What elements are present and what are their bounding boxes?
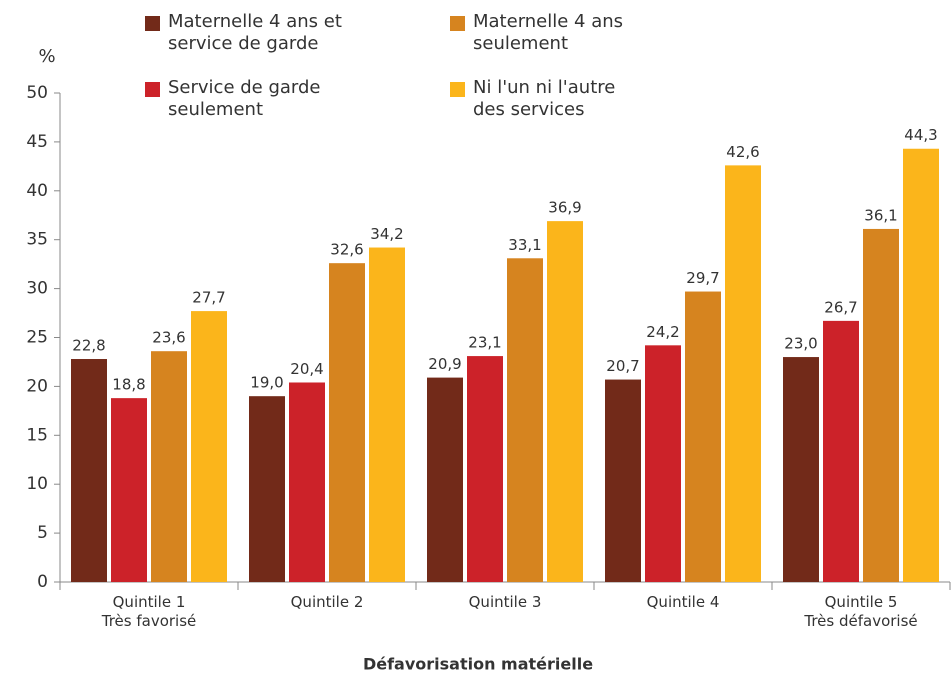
x-tick-label: Quintile 5 Très défavorisé (804, 593, 918, 630)
bar (783, 357, 819, 582)
value-label: 42,6 (726, 143, 759, 161)
value-label: 23,1 (468, 334, 501, 352)
bar (329, 263, 365, 582)
bar (151, 351, 187, 582)
legend-label: Service de garde seulement (168, 77, 321, 120)
x-tick-label: Quintile 4 (646, 593, 720, 611)
bar (289, 382, 325, 582)
value-label: 26,7 (824, 298, 857, 316)
value-label: 20,7 (606, 357, 639, 375)
y-axis-label: % (38, 46, 55, 67)
bar (249, 396, 285, 582)
y-tick-label: 40 (26, 181, 48, 201)
value-label: 33,1 (508, 236, 541, 254)
bar (685, 291, 721, 582)
bar (71, 359, 107, 582)
value-label: 34,2 (370, 225, 403, 243)
y-tick-label: 25 (26, 328, 48, 348)
value-label: 22,8 (72, 337, 105, 355)
value-label: 29,7 (686, 269, 719, 287)
x-tick-label: Quintile 2 (290, 593, 364, 611)
value-label: 20,4 (290, 360, 323, 378)
bar (467, 356, 503, 582)
value-label: 18,8 (112, 376, 145, 394)
value-label: 36,1 (864, 206, 897, 224)
legend-label: Maternelle 4 ans et service de garde (168, 11, 342, 54)
value-label: 19,0 (250, 374, 283, 392)
y-tick-label: 10 (26, 474, 48, 494)
legend-label: Maternelle 4 ans seulement (473, 11, 624, 54)
y-tick-label: 30 (26, 279, 48, 299)
y-tick-label: 35 (26, 230, 48, 250)
value-label: 23,6 (152, 329, 185, 347)
x-axis-label: Défavorisation matérielle (363, 655, 593, 674)
y-tick-label: 5 (37, 523, 48, 543)
value-label: 27,7 (192, 289, 225, 307)
bar (427, 377, 463, 582)
bar (863, 228, 899, 582)
y-tick-label: 50 (26, 83, 48, 103)
bar (547, 221, 583, 583)
bar (507, 258, 543, 582)
legend-swatch (450, 82, 465, 97)
bar (111, 398, 147, 582)
y-tick-label: 45 (26, 132, 48, 152)
legend-swatch (450, 16, 465, 31)
y-tick-label: 0 (37, 572, 48, 592)
value-label: 20,9 (428, 355, 461, 373)
bar (369, 247, 405, 583)
bar (191, 311, 227, 582)
value-label: 23,0 (784, 335, 817, 353)
legend-swatch (145, 82, 160, 97)
bar (605, 379, 641, 582)
bar (903, 148, 939, 582)
y-tick-label: 20 (26, 376, 48, 396)
value-label: 44,3 (904, 126, 937, 144)
x-tick-label: Quintile 1 Très favorisé (101, 593, 197, 630)
legend-swatch (145, 16, 160, 31)
value-label: 36,9 (548, 199, 581, 217)
legend-label: Ni l'un ni l'autre des services (473, 77, 616, 120)
bar (725, 165, 761, 582)
y-tick-label: 15 (26, 425, 48, 445)
value-label: 32,6 (330, 241, 363, 259)
bar (823, 320, 859, 582)
x-tick-label: Quintile 3 (468, 593, 542, 611)
value-label: 24,2 (646, 323, 679, 341)
bar (645, 345, 681, 582)
